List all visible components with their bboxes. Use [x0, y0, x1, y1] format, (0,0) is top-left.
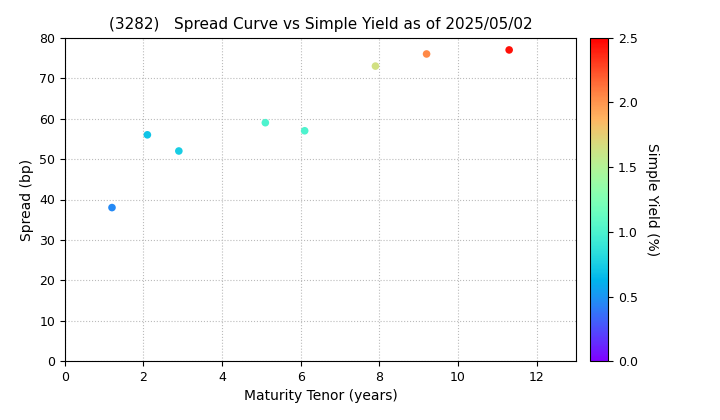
Point [107, 204, 118, 211]
Point [260, 119, 271, 126]
Point [299, 127, 310, 134]
Point [142, 131, 153, 138]
Point [369, 63, 381, 69]
Point [503, 47, 515, 53]
Y-axis label: Spread (bp): Spread (bp) [19, 158, 34, 241]
Y-axis label: Simple Yield (%): Simple Yield (%) [645, 143, 659, 256]
Title: (3282)   Spread Curve vs Simple Yield as of 2025/05/02: (3282) Spread Curve vs Simple Yield as o… [109, 18, 532, 32]
X-axis label: Maturity Tenor (years): Maturity Tenor (years) [243, 389, 397, 404]
Point [173, 147, 184, 154]
Point [420, 50, 432, 57]
